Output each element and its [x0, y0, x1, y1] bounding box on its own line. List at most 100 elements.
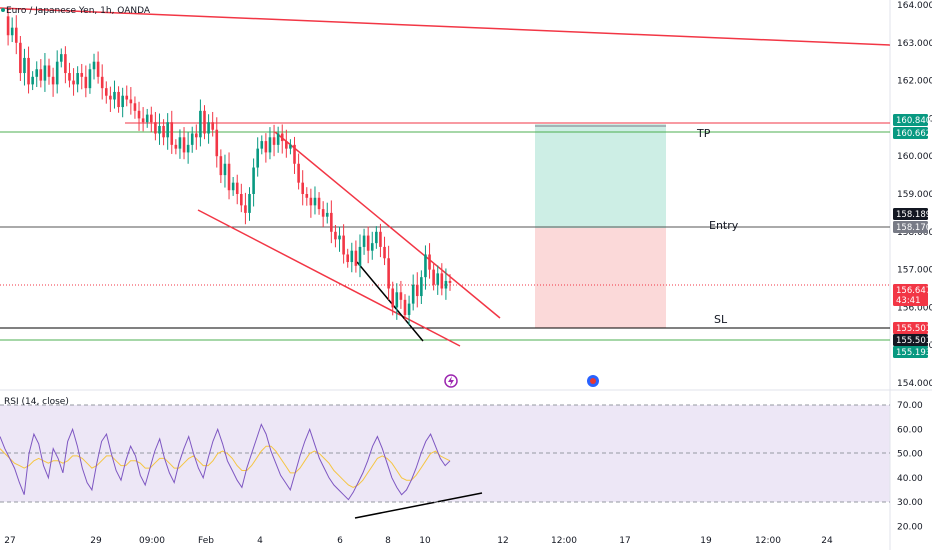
candle-body [330, 212, 333, 232]
rsi-label[interactable]: RSI (14, close) [4, 397, 69, 407]
candle-body [448, 280, 452, 283]
candle-body [272, 137, 276, 145]
candle-body [342, 235, 345, 255]
candle-body [19, 42, 22, 74]
current-price-badge [893, 284, 928, 306]
time-axis[interactable]: 27 29 09:00 Feb 4 6 8 10 12 12:00 17 19 12:00 24 [4, 536, 833, 546]
candle-body [420, 277, 423, 297]
candle-body [121, 95, 124, 108]
candle-body [366, 235, 370, 251]
candle-body [411, 284, 415, 304]
candle-body [264, 141, 268, 153]
time-tick-label: 27 [4, 536, 15, 546]
candle-body [47, 65, 51, 77]
sl-black-price-badge [893, 334, 928, 346]
lightning-event-icon[interactable] [444, 374, 458, 388]
rsi-tick-label: 40.00 [897, 474, 923, 484]
channel-lower-trendline[interactable] [197, 209, 461, 347]
candle-body [387, 258, 390, 289]
candle-body [88, 69, 92, 89]
divergence-rsi-line[interactable] [354, 492, 483, 519]
candle-body [403, 299, 407, 315]
candle-body [154, 122, 157, 134]
candle-body [76, 73, 79, 85]
candle-body [313, 197, 317, 206]
time-tick-label: 6 [337, 536, 343, 546]
candle-body [117, 91, 120, 108]
candle-body [244, 205, 247, 213]
candle-body [39, 69, 43, 81]
candle-body [379, 231, 382, 247]
tp-label: TP [696, 127, 711, 140]
candle-body [109, 95, 112, 100]
candle-body [317, 197, 321, 210]
candle-body [252, 167, 255, 194]
upper-red-price-badge [893, 114, 928, 126]
rsi-tick-label: 60.00 [897, 425, 923, 435]
candle-body [223, 163, 227, 176]
candle-body [129, 99, 133, 104]
candle-body [186, 144, 190, 153]
candle-body [64, 54, 67, 74]
candle-body [440, 273, 444, 289]
candle-body [14, 27, 18, 43]
channel-upper-trendline[interactable] [274, 131, 501, 319]
time-tick-label: 12:00 [551, 536, 577, 546]
candle-body [436, 273, 440, 285]
entry-black-price-badge-text: 158.189 [896, 210, 931, 220]
time-tick-label: 09:00 [139, 536, 165, 546]
candle-body [137, 110, 141, 119]
candle-body [260, 141, 264, 149]
candle-body [399, 292, 403, 300]
rsi-axis[interactable]: 20.00 30.00 40.00 50.00 60.00 70.00 [897, 401, 923, 532]
candles-group [6, 8, 452, 326]
candle-body [80, 73, 84, 77]
candle-body [113, 91, 116, 100]
price-tick-label: 154.000 [897, 379, 932, 389]
time-tick-label: 4 [257, 536, 263, 546]
entry-label: Entry [709, 219, 739, 232]
candle-body [256, 148, 259, 168]
candle-body [395, 292, 399, 308]
candle-body [424, 254, 427, 278]
candle-body [104, 88, 108, 96]
long-term-trendline[interactable] [0, 7, 891, 46]
candle-body [195, 133, 198, 138]
candle-body [432, 269, 435, 285]
candle-body [6, 16, 10, 36]
sl-black-price-badge-text: 155.501 [896, 336, 931, 346]
candle-body [297, 163, 300, 183]
upper-red-price-badge-text: 160.840 [896, 116, 931, 126]
flag-event-icon[interactable] [587, 375, 599, 387]
time-tick-label: 12 [497, 536, 508, 546]
candle-body [321, 209, 325, 217]
price-tick-label: 159.000 [897, 190, 932, 200]
lower-green-price-badge [893, 346, 928, 358]
candle-body [428, 254, 431, 270]
divergence-price-line[interactable] [356, 261, 424, 342]
rsi-tick-label: 30.00 [897, 498, 923, 508]
time-tick-label: 12:00 [755, 536, 781, 546]
candle-body [293, 144, 296, 164]
candle-body [415, 284, 419, 297]
candle-body [178, 137, 182, 149]
candle-body [444, 280, 448, 289]
time-tick-label: 19 [700, 536, 712, 546]
rsi-tick-label: 70.00 [897, 401, 923, 411]
symbol-title[interactable]: Euro / Japanese Yen, 1h, OANDA [6, 6, 151, 16]
candle-body [141, 118, 145, 123]
candle-body [31, 76, 34, 85]
sl-red-price-badge [893, 322, 928, 334]
candle-body [240, 194, 243, 206]
candle-body [407, 303, 411, 315]
candle-body [301, 182, 304, 194]
candle-body [231, 182, 235, 191]
candle-body [190, 133, 194, 145]
candle-body [23, 57, 26, 74]
candle-body [125, 95, 129, 100]
candle-body [182, 137, 186, 153]
time-tick-label: 8 [385, 536, 391, 546]
candle-body [280, 133, 284, 142]
candle-body [166, 122, 169, 138]
